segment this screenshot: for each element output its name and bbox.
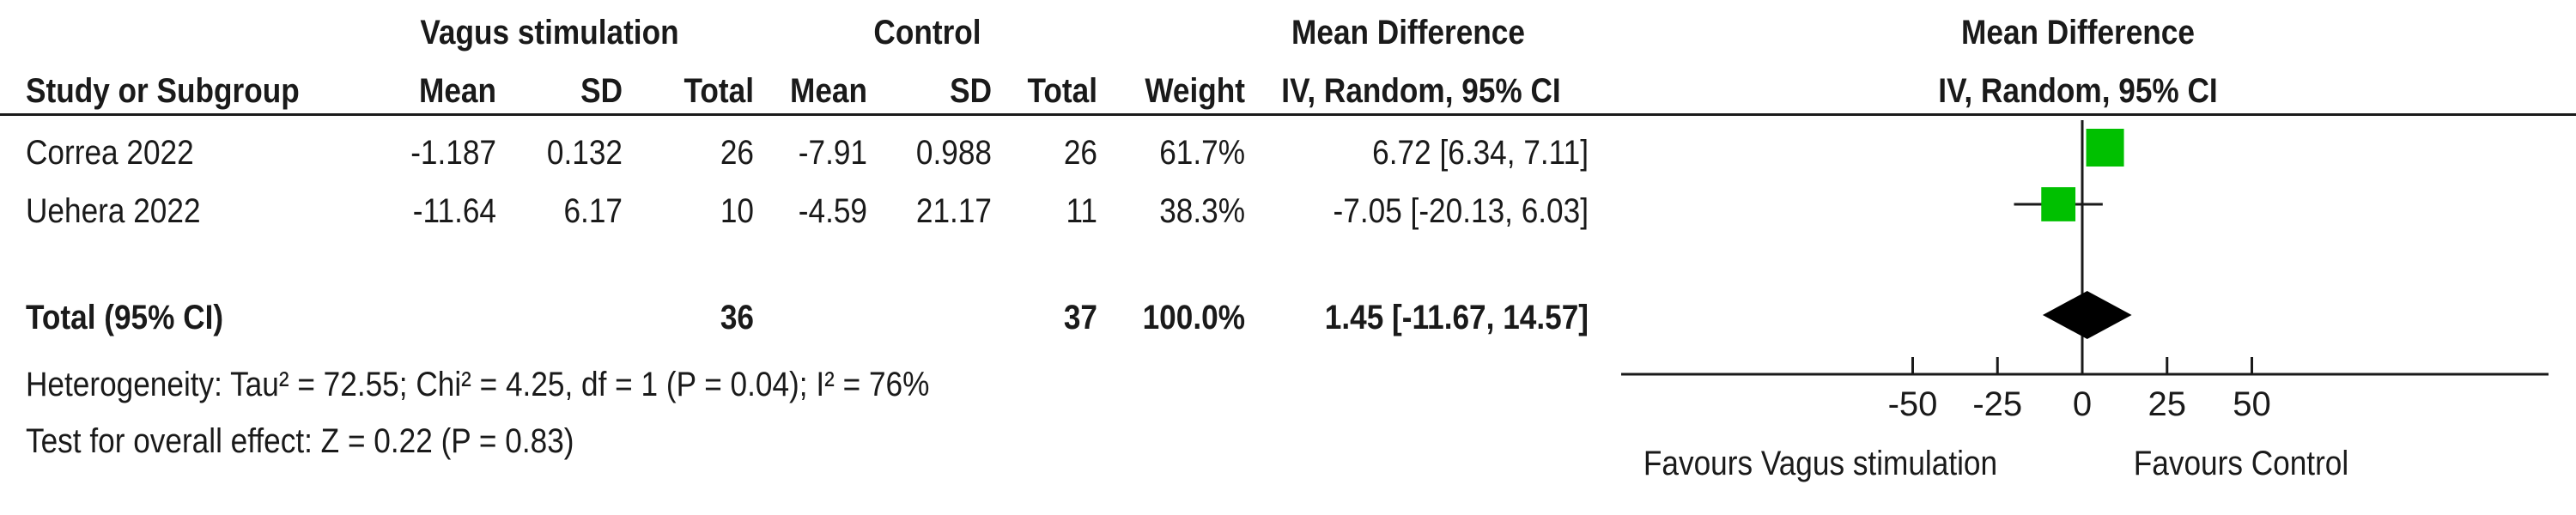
x-tick-label: -25 bbox=[1972, 385, 2022, 423]
a-total-value: 26 bbox=[720, 134, 754, 172]
study-name: Uehera 2022 bbox=[26, 192, 201, 230]
b-sd-value: 21.17 bbox=[915, 192, 992, 230]
heterogeneity-text: Heterogeneity: Tau² = 72.55; Chi² = 4.25… bbox=[26, 366, 930, 403]
b-mean-value: -7.91 bbox=[798, 134, 867, 172]
overall-effect-text: Test for overall effect: Z = 0.22 (P = 0… bbox=[26, 422, 574, 460]
a-mean-header: Mean bbox=[419, 72, 496, 110]
a-total-value: 10 bbox=[720, 192, 754, 230]
effect-method-header: IV, Random, 95% CI bbox=[1281, 72, 1561, 110]
group-b-header: Control bbox=[873, 14, 981, 52]
study-name: Correa 2022 bbox=[26, 134, 194, 172]
a-sd-value: 6.17 bbox=[563, 192, 623, 230]
study-estimate-marker bbox=[2041, 187, 2076, 221]
b-sd-value: 0.988 bbox=[915, 134, 992, 172]
b-total-header: Total bbox=[1027, 72, 1097, 110]
favours-right-label: Favours Control bbox=[2133, 445, 2349, 482]
a-sd-value: 0.132 bbox=[546, 134, 623, 172]
effect-column-header: Mean Difference bbox=[1291, 14, 1525, 52]
b-sd-header: SD bbox=[950, 72, 992, 110]
a-mean-value: -1.187 bbox=[410, 134, 496, 172]
a-total-header: Total bbox=[683, 72, 754, 110]
header-rule bbox=[0, 113, 2576, 116]
total-label: Total (95% CI) bbox=[26, 299, 224, 336]
x-tick-label: 25 bbox=[2148, 385, 2187, 423]
b-total-value: 11 bbox=[1066, 192, 1097, 230]
b-mean-value: -4.59 bbox=[798, 192, 867, 230]
b-mean-header: Mean bbox=[790, 72, 867, 110]
weight-value: 38.3% bbox=[1159, 192, 1245, 230]
weight-value: 61.7% bbox=[1159, 134, 1245, 172]
plot-column-header: Mean Difference bbox=[1961, 14, 2195, 52]
b-total-value: 26 bbox=[1063, 134, 1097, 172]
pooled-ci-value: 1.45 [-11.67, 14.57] bbox=[1324, 299, 1589, 336]
effect-ci-value: 6.72 [6.34, 7.11] bbox=[1372, 134, 1589, 172]
plot-method-header: IV, Random, 95% CI bbox=[1938, 72, 2218, 110]
b-total-sum: 37 bbox=[1063, 299, 1097, 336]
a-sd-header: SD bbox=[580, 72, 623, 110]
study-estimate-marker bbox=[2086, 129, 2124, 167]
a-mean-value: -11.64 bbox=[412, 192, 496, 230]
favours-left-label: Favours Vagus stimulation bbox=[1643, 445, 1998, 482]
pooled-estimate-diamond bbox=[2042, 291, 2132, 339]
effect-ci-value: -7.05 [-20.13, 6.03] bbox=[1333, 192, 1589, 230]
weight-total: 100.0% bbox=[1142, 299, 1245, 336]
a-total-sum: 36 bbox=[720, 299, 754, 336]
x-tick-label: -50 bbox=[1888, 385, 1938, 423]
x-tick-label: 0 bbox=[2073, 385, 2092, 423]
group-a-header: Vagus stimulation bbox=[420, 14, 679, 52]
study-column-header: Study or Subgroup bbox=[26, 72, 300, 110]
x-tick-label: 50 bbox=[2233, 385, 2271, 423]
weight-header: Weight bbox=[1145, 72, 1245, 110]
